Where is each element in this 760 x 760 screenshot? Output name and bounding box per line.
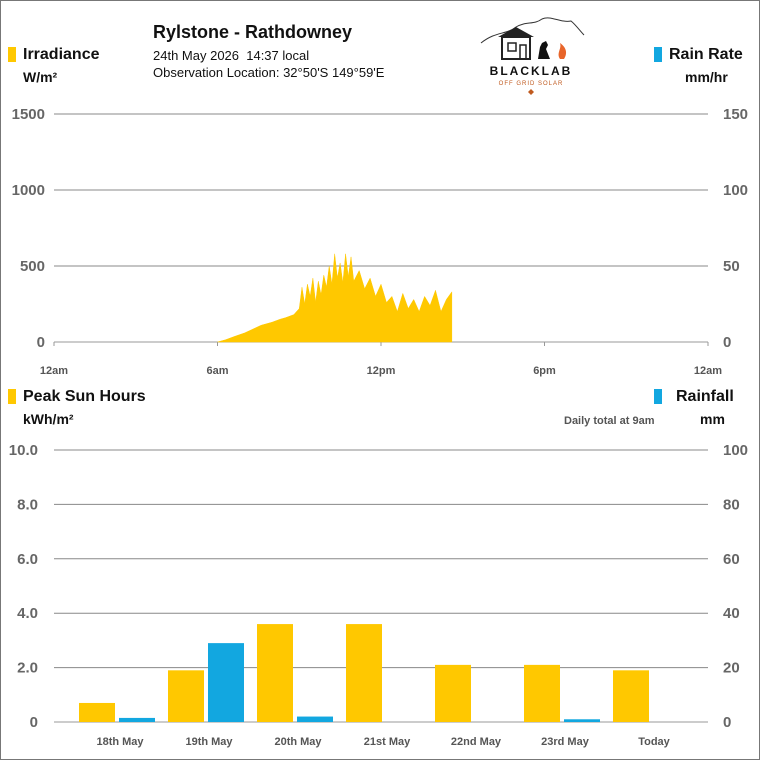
rainfall-unit-label: mm	[700, 411, 725, 427]
irradiance-y-tick-label: 0	[37, 334, 45, 351]
time-tick-label: 12pm	[367, 365, 396, 377]
peak-sun-hours-bar	[79, 702, 115, 722]
rainfall-legend-label: Rainfall	[676, 388, 734, 405]
day-tick-label: 20th May	[274, 736, 322, 748]
rain-rate-y-tick-label: 150	[723, 106, 748, 123]
rainfall-y-tick-label: 0	[723, 714, 731, 731]
rainfall-bar	[119, 717, 155, 722]
day-tick-label: 19th May	[185, 736, 233, 748]
rain-rate-legend-label: Rain Rate	[669, 46, 743, 63]
irradiance-unit-label: W/m²	[23, 69, 58, 85]
rainfall-bar	[297, 716, 333, 722]
logo-brand-text: BLACKLAB	[490, 64, 573, 78]
daily-total-note: Daily total at 9am	[564, 415, 655, 427]
day-tick-label: 21st May	[364, 736, 411, 748]
rainfall-y-tick-label: 60	[723, 551, 740, 568]
rain-rate-y-tick-label: 100	[723, 182, 748, 199]
time-tick-label: 6pm	[533, 365, 556, 377]
rain-rate-legend-swatch	[654, 47, 662, 62]
peak-sun-hours-y-tick-label: 8.0	[17, 496, 38, 513]
rainfall-legend-swatch	[654, 389, 662, 404]
irradiance-y-tick-label: 1000	[12, 182, 45, 199]
logo-tagline-text: OFF GRID SOLAR	[499, 81, 564, 87]
peak-sun-hours-bar	[613, 670, 649, 722]
irradiance-y-tick-label: 500	[20, 258, 45, 275]
peak-sun-hours-y-tick-label: 4.0	[17, 605, 38, 622]
day-tick-label: 23rd May	[541, 736, 590, 748]
day-tick-label: 18th May	[96, 736, 144, 748]
peak-sun-hours-y-tick-label: 6.0	[17, 551, 38, 568]
rainfall-y-tick-label: 80	[723, 496, 740, 513]
rainfall-y-tick-label: 100	[723, 442, 748, 459]
irradiance-legend-swatch	[8, 47, 16, 62]
rain-rate-y-tick-label: 0	[723, 334, 731, 351]
observation-datetime: 24th May 2026 14:37 local	[153, 48, 310, 63]
day-tick-label: 22nd May	[451, 736, 502, 748]
rainfall-bar	[564, 719, 600, 722]
rainfall-y-tick-label: 40	[723, 605, 740, 622]
peak-sun-hours-legend-label: Peak Sun Hours	[23, 388, 146, 405]
peak-sun-hours-bar	[435, 664, 471, 722]
time-tick-label: 6am	[206, 365, 228, 377]
rain-rate-unit-label: mm/hr	[685, 69, 728, 85]
irradiance-y-tick-label: 1500	[12, 106, 45, 123]
rainfall-bar	[208, 643, 244, 722]
rain-rate-y-tick-label: 50	[723, 258, 740, 275]
peak-sun-hours-y-tick-label: 10.0	[9, 442, 38, 459]
peak-sun-hours-unit-label: kWh/m²	[23, 411, 74, 427]
irradiance-area	[217, 253, 453, 343]
peak-sun-hours-y-tick-label: 0	[30, 714, 38, 731]
peak-sun-hours-bar	[524, 664, 560, 722]
peak-sun-hours-legend-swatch	[8, 389, 16, 404]
rainfall-y-tick-label: 20	[723, 660, 740, 677]
blacklab-logo: BLACKLAB OFF GRID SOLAR	[480, 17, 585, 95]
peak-sun-hours-bar	[257, 624, 293, 722]
peak-sun-hours-bar	[168, 670, 204, 722]
day-tick-label: Today	[638, 736, 670, 748]
peak-sun-hours-y-tick-label: 2.0	[17, 660, 38, 677]
irradiance-legend-label: Irradiance	[23, 46, 100, 63]
observation-location: Observation Location: 32°50'S 149°59'E	[153, 65, 385, 80]
time-tick-label: 12am	[40, 365, 68, 377]
time-tick-label: 12am	[694, 365, 722, 377]
page-title: Rylstone - Rathdowney	[153, 22, 353, 42]
peak-sun-hours-bar	[346, 624, 382, 722]
